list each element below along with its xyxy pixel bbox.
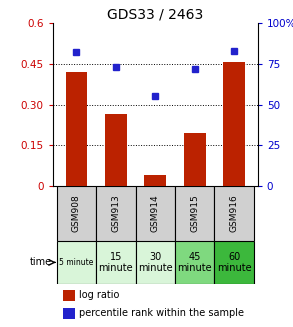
Bar [66,72,87,186]
Text: 60
minute: 60 minute [217,251,251,273]
Bar [175,241,214,284]
Bar [57,186,96,241]
Bar [214,186,254,241]
Title: GDS33 / 2463: GDS33 / 2463 [107,8,203,22]
Text: 45
minute: 45 minute [178,251,212,273]
Bar [184,133,206,186]
Bar [63,290,75,301]
Bar [96,186,136,241]
Bar [175,186,214,241]
Text: 5 minute: 5 minute [59,258,93,267]
Bar [63,308,75,318]
Bar [136,186,175,241]
Bar [214,241,254,284]
Text: log ratio: log ratio [79,290,120,300]
Bar [96,241,136,284]
Bar [57,241,96,284]
Text: GSM914: GSM914 [151,195,160,232]
Text: GSM916: GSM916 [230,195,239,232]
Text: GSM915: GSM915 [190,195,199,232]
Text: GSM913: GSM913 [111,195,120,232]
Text: percentile rank within the sample: percentile rank within the sample [79,308,244,318]
Bar [144,175,166,186]
Bar [136,241,175,284]
Text: 30
minute: 30 minute [138,251,173,273]
Bar [105,114,127,186]
Text: GSM908: GSM908 [72,195,81,232]
Text: 15
minute: 15 minute [98,251,133,273]
Text: time: time [30,257,52,267]
Bar [223,62,245,186]
